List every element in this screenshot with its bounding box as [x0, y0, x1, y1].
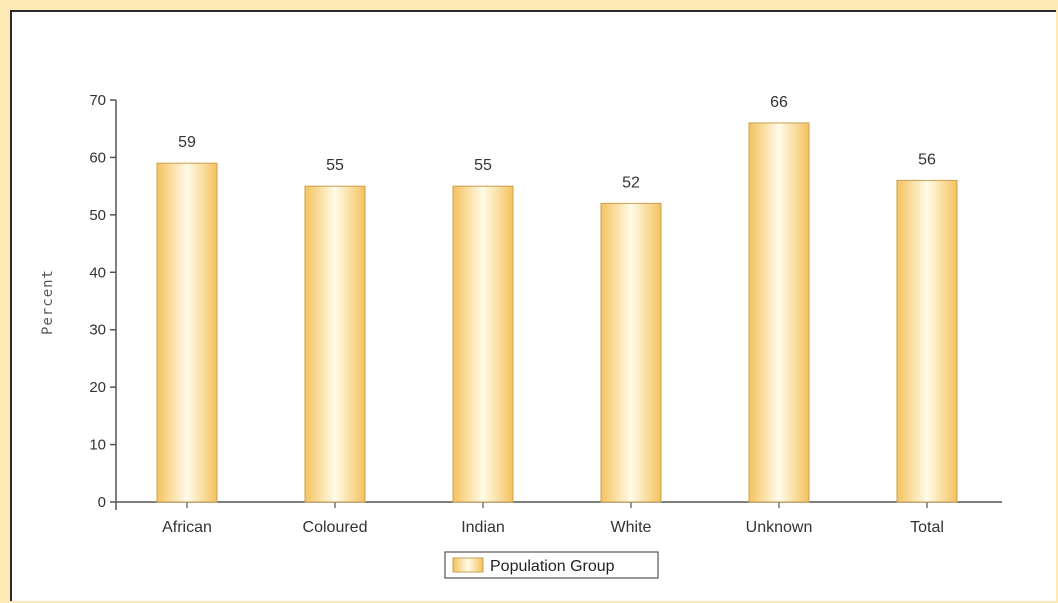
data-label: 59	[178, 134, 196, 151]
labels: African 59 Coloured 55 Indian 55 White 52 Unknow…	[162, 94, 944, 536]
y-tick-label: 50	[89, 207, 106, 224]
x-tick-label: African	[162, 519, 212, 536]
bar-african	[156, 162, 218, 503]
y-tick-label: 20	[89, 379, 106, 396]
x-tick-label: White	[611, 519, 652, 536]
y-tick-label: 60	[89, 149, 106, 166]
bars	[156, 122, 958, 503]
x-tick-label: Indian	[461, 519, 505, 536]
y-axis-label: Percent	[40, 269, 56, 335]
data-label: 56	[918, 151, 936, 168]
y-tick-label: 40	[89, 264, 106, 281]
bar-total	[896, 179, 958, 503]
bar-chart: 0 10 20 30 40 50 60 70 African 59 Coloured 55 India…	[40, 92, 1002, 579]
data-label: 66	[770, 94, 788, 111]
data-label: 52	[622, 174, 640, 191]
bar-unknown	[748, 122, 810, 503]
legend-label: Population Group	[490, 558, 615, 575]
data-label: 55	[474, 157, 492, 174]
x-tick-label: Total	[910, 519, 944, 536]
y-tick-label: 10	[89, 437, 106, 454]
bar-coloured	[304, 185, 366, 503]
bar-indian	[452, 185, 514, 503]
data-label: 55	[326, 157, 344, 174]
y-tick-label: 30	[89, 322, 106, 339]
legend: Population Group	[444, 551, 659, 579]
chart-frame: 0 10 20 30 40 50 60 70 African 59 Coloured 55 India…	[10, 10, 1056, 601]
bar-white	[600, 202, 662, 503]
axes: 0 10 20 30 40 50 60 70	[89, 92, 1002, 511]
y-tick-label: 0	[98, 494, 106, 511]
y-tick-label: 70	[89, 92, 106, 109]
x-tick-label: Unknown	[746, 519, 813, 536]
x-tick-label: Coloured	[303, 519, 368, 536]
legend-swatch	[452, 557, 484, 573]
